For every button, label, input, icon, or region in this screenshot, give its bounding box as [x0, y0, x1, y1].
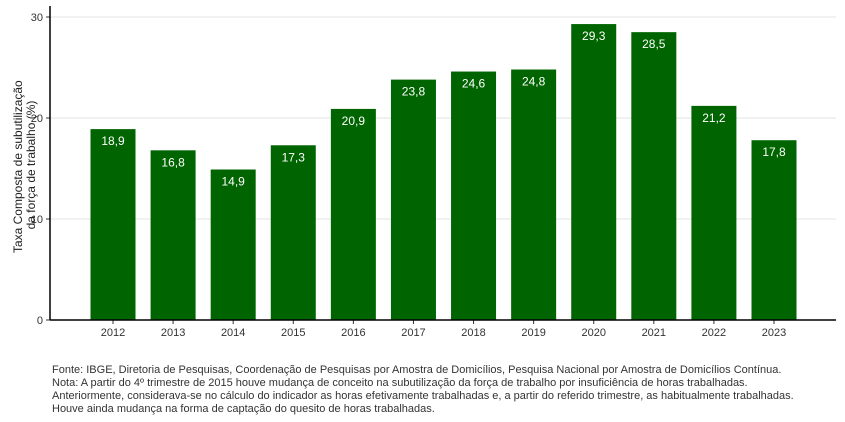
- footnote-source: Fonte: IBGE, Diretoria de Pesquisas, Coo…: [52, 364, 782, 376]
- y-axis-label: Taxa Composta de subutilização da força …: [11, 77, 38, 253]
- footnote-note-line-3: Houve ainda mudança na forma de captação…: [52, 403, 435, 415]
- x-tick-label: 2015: [281, 327, 305, 339]
- bar-value-label: 28,5: [642, 37, 666, 51]
- x-tick-label: 2013: [161, 327, 185, 339]
- x-tick-label: 2016: [341, 327, 365, 339]
- bar: [511, 69, 557, 321]
- x-tick-label: 2014: [221, 327, 245, 339]
- bars: [90, 24, 797, 321]
- bar: [691, 105, 737, 320]
- bar: [751, 140, 797, 320]
- y-axis-label-line-1: Taxa Composta de subutilização: [11, 80, 25, 253]
- bar-chart: 18,9 16,8 14,9 17,3 20,9 23,8 24,6 24,8 29,3 28,5…: [11, 6, 836, 339]
- bar: [571, 24, 617, 320]
- bar: [631, 32, 677, 321]
- bar-value-label: 21,2: [702, 111, 726, 125]
- x-tick-label: 2023: [762, 327, 786, 339]
- footnote-note-line-2: Anteriormente, considerava-se no cálculo…: [52, 390, 794, 402]
- bar-value-label: 14,9: [222, 175, 246, 189]
- bar-value-label: 29,3: [582, 29, 606, 43]
- bar-value-label: 24,8: [522, 75, 546, 89]
- x-tick-label: 2019: [521, 327, 545, 339]
- bar-value-label: 23,8: [402, 85, 426, 99]
- bar: [210, 169, 256, 320]
- bar: [451, 71, 497, 320]
- y-tick-label: 30: [31, 12, 43, 24]
- bar-value-label: 17,3: [282, 150, 306, 164]
- y-axis-label-line-2: da força de trabalho (%): [24, 101, 38, 230]
- chart-footnote: Fonte: IBGE, Diretoria de Pesquisas, Coo…: [52, 364, 842, 416]
- y-tick-label: 0: [37, 315, 43, 327]
- bar: [90, 129, 136, 320]
- x-tick-label: 2012: [101, 327, 125, 339]
- x-tick-label: 2017: [401, 327, 425, 339]
- bar-value-label: 24,6: [462, 77, 486, 91]
- footnote-note-line-1: Nota: A partir do 4º trimestre de 2015 h…: [52, 377, 748, 389]
- y-tick-label: 10: [31, 214, 43, 226]
- bar: [150, 150, 196, 320]
- x-tick-label: 2022: [702, 327, 726, 339]
- x-axis-ticks: 2012 2013 2014 2015 2016 2017 2018 2019 2020 2021…: [101, 320, 786, 339]
- x-tick-label: 2021: [642, 327, 666, 339]
- bar-value-labels: 18,9 16,8 14,9 17,3 20,9 23,8 24,6 24,8 29,3 28,5…: [101, 29, 786, 188]
- bar-value-label: 17,8: [762, 145, 786, 159]
- bar-value-label: 18,9: [101, 134, 125, 148]
- bar-value-label: 20,9: [342, 114, 366, 128]
- y-tick-label: 20: [31, 113, 43, 125]
- x-tick-label: 2018: [461, 327, 485, 339]
- bar: [270, 145, 316, 320]
- bar: [330, 108, 376, 320]
- x-tick-label: 2020: [581, 327, 605, 339]
- bar-value-label: 16,8: [161, 155, 185, 169]
- bar: [390, 79, 436, 321]
